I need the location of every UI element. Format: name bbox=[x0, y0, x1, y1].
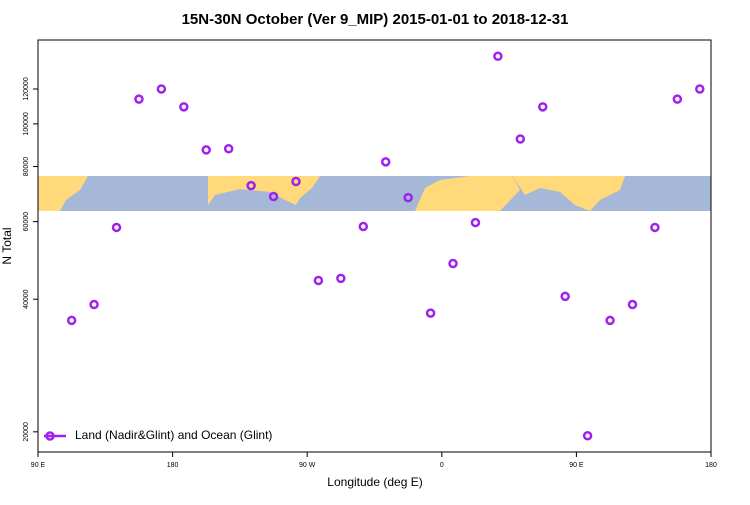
point bbox=[223, 144, 234, 154]
y-tick-label: 120000 bbox=[23, 77, 30, 100]
legend-label: Land (Nadir&Glint) and Ocean (Glint) bbox=[75, 428, 272, 442]
y-tick-label: 60000 bbox=[23, 212, 30, 232]
point bbox=[134, 94, 144, 104]
legend-marker bbox=[45, 431, 55, 441]
point bbox=[448, 258, 458, 269]
x-tick-label: 180 bbox=[167, 462, 179, 469]
point bbox=[201, 145, 211, 155]
y-tick-label: 20000 bbox=[23, 422, 30, 442]
point bbox=[695, 84, 705, 94]
x-tick-label: 0 bbox=[440, 462, 444, 469]
point bbox=[672, 94, 683, 104]
point bbox=[313, 275, 324, 286]
map-band bbox=[38, 176, 711, 211]
point bbox=[66, 315, 77, 326]
point bbox=[560, 291, 570, 302]
point bbox=[515, 134, 526, 144]
point bbox=[156, 84, 167, 94]
point bbox=[358, 221, 369, 232]
y-tick-label: 80000 bbox=[23, 157, 30, 177]
point bbox=[380, 157, 391, 167]
point bbox=[268, 191, 279, 202]
point bbox=[538, 102, 548, 112]
point bbox=[336, 273, 346, 284]
point bbox=[425, 308, 436, 318]
y-tick-label: 40000 bbox=[23, 289, 30, 309]
point bbox=[605, 315, 615, 326]
point bbox=[493, 51, 503, 61]
point bbox=[582, 430, 593, 441]
point bbox=[470, 217, 481, 228]
x-tick-label: 90 E bbox=[31, 462, 46, 469]
y-tick-label: 100000 bbox=[23, 112, 30, 135]
x-tick-label: 90 W bbox=[299, 462, 316, 469]
plot-frame bbox=[37, 39, 712, 453]
point bbox=[650, 222, 660, 233]
point bbox=[246, 180, 256, 191]
point bbox=[291, 176, 301, 187]
point bbox=[403, 192, 413, 203]
point bbox=[179, 102, 189, 112]
point bbox=[627, 299, 638, 310]
chart-title: 15N-30N October (Ver 9_MIP) 2015-01-01 t… bbox=[182, 11, 569, 28]
point bbox=[89, 299, 99, 310]
point bbox=[111, 222, 122, 233]
y-axis-label: N Total bbox=[0, 227, 14, 264]
x-tick-label: 180 bbox=[705, 462, 717, 469]
x-tick-label: 90 E bbox=[569, 462, 584, 469]
x-axis-label: Longitude (deg E) bbox=[327, 475, 422, 489]
